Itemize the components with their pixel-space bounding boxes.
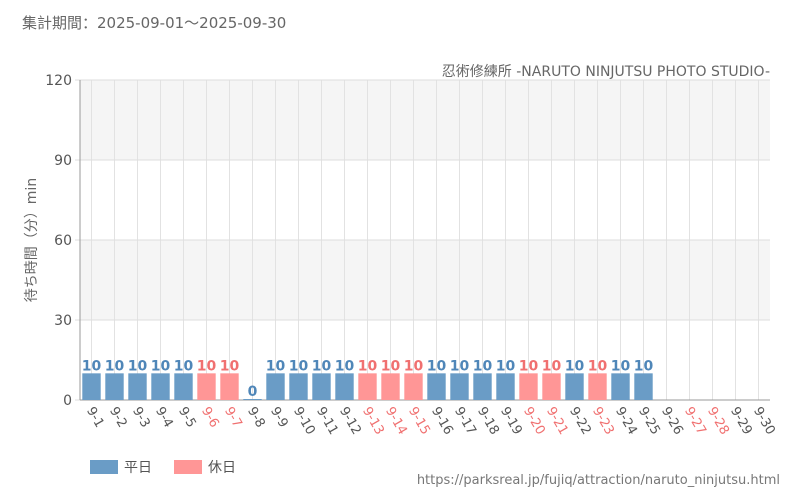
legend-swatch-weekday <box>90 460 118 474</box>
y-axis-label: 待ち時間（分）min <box>24 178 40 302</box>
bar <box>565 373 584 400</box>
bar <box>404 373 423 400</box>
x-tick-label: 9-8 <box>244 405 268 431</box>
bar <box>312 373 331 400</box>
bar <box>611 373 630 400</box>
x-tick-label: 9-3 <box>129 405 153 431</box>
x-tick-label: 9-7 <box>221 405 245 431</box>
bar-value-label: 10 <box>450 358 470 374</box>
bar-value-label: 10 <box>197 358 217 374</box>
bar-value-label: 10 <box>404 358 424 374</box>
x-tick-label: 9-19 <box>497 405 525 438</box>
x-tick-label: 9-10 <box>290 405 318 438</box>
x-tick-label: 9-6 <box>198 405 222 431</box>
x-tick-label: 9-4 <box>152 405 176 431</box>
bar <box>220 373 239 400</box>
bar <box>450 373 469 400</box>
x-tick-label: 9-20 <box>520 405 548 438</box>
bar <box>588 373 607 400</box>
x-tick-label: 9-22 <box>566 405 594 438</box>
attraction-title: 忍術修練所 -NARUTO NINJUTSU PHOTO STUDIO- <box>441 64 770 80</box>
legend-label-weekday: 平日 <box>124 460 152 476</box>
x-tick-label: 9-27 <box>681 405 709 438</box>
bar-value-label: 10 <box>151 358 171 374</box>
bar <box>427 373 446 400</box>
y-tick-label: 120 <box>45 73 72 89</box>
bar-value-label: 10 <box>105 358 125 374</box>
bar-value-label: 10 <box>519 358 539 374</box>
bar-value-label: 10 <box>312 358 332 374</box>
x-tick-label: 9-15 <box>405 405 433 438</box>
y-tick-label: 30 <box>54 313 72 329</box>
x-tick-label: 9-11 <box>313 405 341 438</box>
bar-value-label: 10 <box>634 358 654 374</box>
grid-band <box>80 240 770 320</box>
bar-value-label: 10 <box>266 358 286 374</box>
x-tick-label: 9-17 <box>451 405 479 438</box>
bar <box>289 373 308 400</box>
bar <box>496 373 515 400</box>
bar <box>473 373 492 400</box>
bar-value-label: 10 <box>427 358 447 374</box>
bar <box>519 373 538 400</box>
y-tick-label: 0 <box>63 393 72 409</box>
x-tick-label: 9-28 <box>704 405 732 438</box>
bar <box>105 373 124 400</box>
y-tick-label: 60 <box>54 233 72 249</box>
x-tick-label: 9-12 <box>336 405 364 438</box>
x-tick-label: 9-21 <box>543 405 571 438</box>
period-label: 集計期間：2025-09-01～2025-09-30 <box>22 14 287 32</box>
bar <box>542 373 561 400</box>
x-tick-label: 9-29 <box>727 405 755 438</box>
legend-label-holiday: 休日 <box>208 460 236 476</box>
wait-time-bar-chart: 0306090120待ち時間（分）min109-1109-2109-3109-4… <box>24 73 778 438</box>
x-tick-label: 9-16 <box>428 405 456 438</box>
x-tick-label: 9-2 <box>106 405 130 431</box>
bar-value-label: 10 <box>174 358 194 374</box>
bar <box>174 373 193 400</box>
x-tick-label: 9-1 <box>83 405 107 431</box>
bar <box>335 373 354 400</box>
bar <box>266 373 285 400</box>
bar-value-label: 10 <box>289 358 309 374</box>
legend-item-holiday: 休日 <box>174 457 236 477</box>
x-tick-label: 9-9 <box>267 405 291 431</box>
bar-value-label: 10 <box>358 358 378 374</box>
bar-value-label: 10 <box>82 358 102 374</box>
bar-value-label: 10 <box>128 358 148 374</box>
x-tick-label: 9-14 <box>382 405 410 438</box>
bar <box>151 373 170 400</box>
bar <box>243 399 262 400</box>
x-tick-label: 9-24 <box>612 405 640 438</box>
bar-value-label: 10 <box>220 358 240 374</box>
bar <box>197 373 216 400</box>
legend-item-weekday: 平日 <box>90 457 152 477</box>
x-tick-label: 9-30 <box>750 405 778 438</box>
grid-band <box>80 80 770 160</box>
bar-value-label: 10 <box>542 358 562 374</box>
bar-value-label: 10 <box>496 358 516 374</box>
x-tick-label: 9-25 <box>635 405 663 438</box>
legend-swatch-holiday <box>174 460 202 474</box>
bar <box>381 373 400 400</box>
bar-value-label: 10 <box>381 358 401 374</box>
x-tick-label: 9-5 <box>175 405 199 431</box>
source-url: https://parksreal.jp/fujiq/attraction/na… <box>416 473 780 488</box>
x-tick-label: 9-23 <box>589 405 617 438</box>
bar <box>82 373 101 400</box>
bar <box>634 373 653 400</box>
x-tick-label: 9-18 <box>474 405 502 438</box>
bar-value-label: 10 <box>611 358 631 374</box>
bar-value-label: 10 <box>588 358 608 374</box>
bar <box>128 373 147 400</box>
bar-value-label: 10 <box>335 358 355 374</box>
chart-legend: 平日 休日 <box>90 457 258 477</box>
y-tick-label: 90 <box>54 153 72 169</box>
bar <box>358 373 377 400</box>
bar-value-label: 10 <box>473 358 493 374</box>
bar-value-label: 0 <box>248 384 258 400</box>
bar-value-label: 10 <box>565 358 585 374</box>
x-tick-label: 9-13 <box>359 405 387 438</box>
x-tick-label: 9-26 <box>658 405 686 438</box>
